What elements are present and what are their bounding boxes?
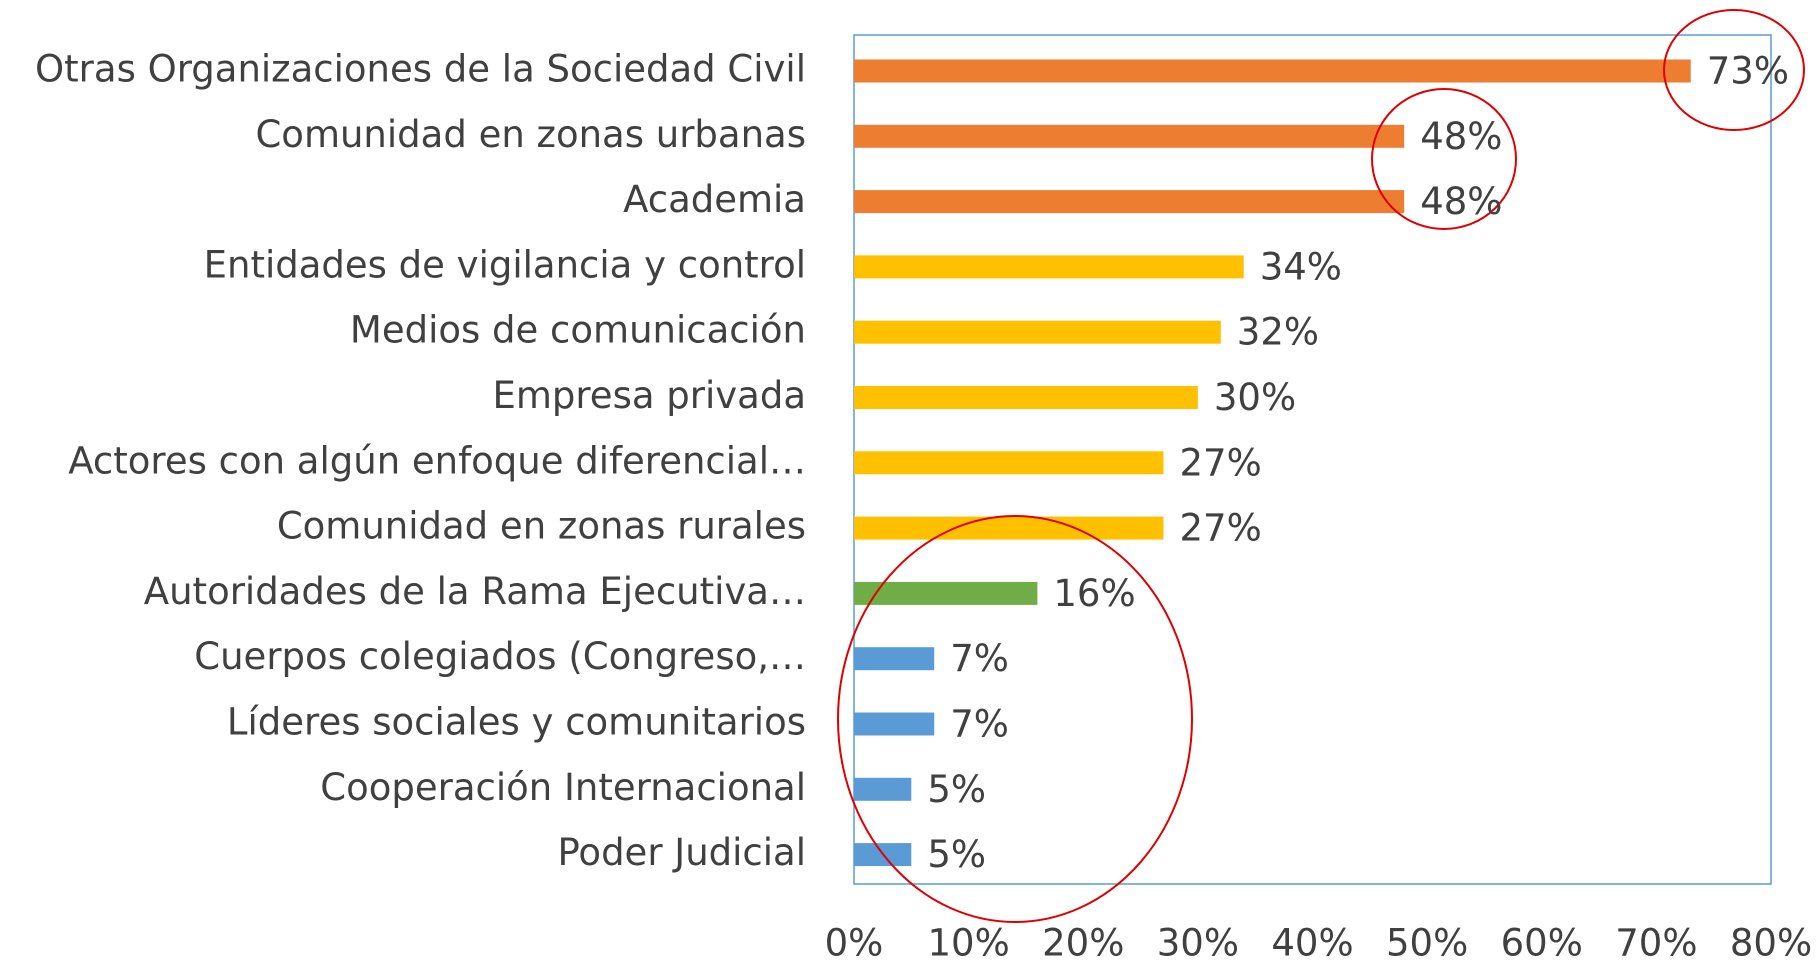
x-tick-label: 70% — [1615, 922, 1697, 962]
data-label: 5% — [927, 833, 986, 876]
data-label: 27% — [1179, 507, 1261, 550]
y-tick-label: Líderes sociales y comunitarios — [227, 701, 806, 744]
y-tick-label: Cooperación Internacional — [320, 766, 806, 809]
y-tick-label: Medios de comunicación — [350, 309, 806, 352]
y-tick-label: Otras Organizaciones de la Sociedad Civi… — [35, 48, 806, 91]
highlight-circle — [1663, 9, 1805, 131]
data-label: 73% — [1707, 50, 1789, 93]
data-label: 7% — [950, 703, 1009, 746]
y-tick-label: Empresa privada — [493, 374, 807, 417]
data-label: 32% — [1237, 311, 1319, 354]
bars — [854, 59, 1691, 867]
bar — [854, 255, 1244, 279]
bar — [854, 516, 1164, 540]
x-tick-label: 40% — [1271, 922, 1353, 962]
x-tick-label: 10% — [928, 922, 1010, 962]
data-label: 48% — [1420, 180, 1502, 223]
y-tick-label: Cuerpos colegiados (Congreso,… — [194, 635, 806, 678]
bar — [854, 647, 935, 671]
bar — [854, 581, 1038, 605]
data-label: 30% — [1214, 376, 1296, 419]
x-tick-label: 30% — [1157, 922, 1239, 962]
y-tick-label: Autoridades de la Rama Ejecutiva… — [144, 570, 806, 613]
bar — [854, 386, 1198, 409]
x-tick-label: 20% — [1042, 922, 1124, 962]
bar — [854, 124, 1405, 148]
y-tick-label: Academia — [623, 178, 806, 221]
y-tick-label: Comunidad en zonas rurales — [277, 505, 806, 548]
bar — [854, 190, 1405, 214]
data-label: 27% — [1179, 441, 1261, 484]
highlight-circle — [837, 515, 1193, 923]
x-tick-label: 80% — [1730, 922, 1812, 962]
data-label: 48% — [1420, 115, 1502, 158]
y-tick-label: Poder Judicial — [557, 831, 806, 874]
data-label: 34% — [1260, 245, 1342, 288]
bar — [854, 59, 1691, 83]
bar — [854, 451, 1164, 475]
x-tick-label: 50% — [1386, 922, 1468, 962]
bar — [854, 320, 1221, 344]
x-tick-label: 60% — [1501, 922, 1583, 962]
bar — [854, 777, 912, 801]
data-label: 7% — [950, 637, 1009, 680]
bar — [854, 712, 935, 736]
data-label: 16% — [1053, 572, 1135, 615]
data-label: 5% — [927, 768, 986, 811]
x-tick-label: 0% — [825, 922, 884, 962]
highlight-circle — [1371, 88, 1517, 230]
y-tick-label: Actores con algún enfoque diferencial… — [68, 439, 806, 482]
y-tick-label: Entidades de vigilancia y control — [204, 243, 806, 286]
y-tick-label: Comunidad en zonas urbanas — [255, 113, 806, 156]
